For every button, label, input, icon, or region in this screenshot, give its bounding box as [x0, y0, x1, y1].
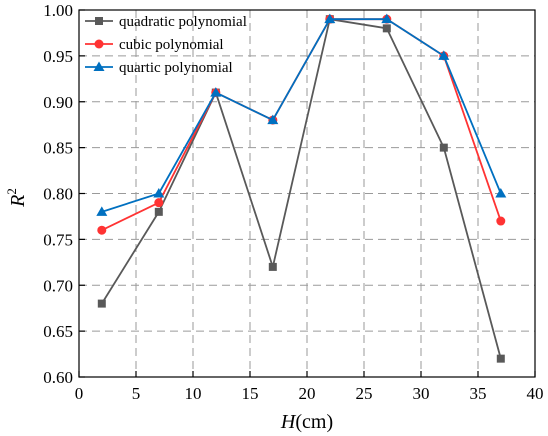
quartic-point: [324, 13, 336, 24]
quartic-point: [381, 13, 393, 24]
quadratic-point: [95, 17, 103, 25]
quartic-point: [96, 206, 108, 216]
y-axis-title-superscript: 2: [4, 188, 19, 195]
x-tick-label: 35: [470, 384, 487, 403]
quadratic-point: [97, 299, 106, 308]
legend: quadratic polynomial cubic polynomial quar…: [85, 14, 247, 76]
quartic-point: [267, 114, 279, 125]
y-axis-title: R2: [4, 188, 29, 208]
cubic-point: [496, 216, 506, 226]
legend-label-cubic: cubic polynomial: [119, 37, 224, 53]
x-tick-label: 0: [75, 384, 84, 403]
legend-item-quartic: quartic polynomial: [85, 60, 233, 76]
quadratic-point: [439, 143, 448, 152]
y-tick-label: 0.65: [43, 322, 73, 341]
legend-label-quadratic: quadratic polynomial: [119, 14, 247, 30]
quartic-point: [438, 50, 450, 60]
tick-marks: [78, 9, 536, 378]
quartic-series: [96, 13, 507, 216]
quadratic-series-line: [101, 18, 502, 359]
quadratic-point: [268, 262, 277, 271]
quartic-point: [93, 61, 105, 71]
x-tick-label: 25: [356, 384, 373, 403]
quartic-point: [210, 87, 222, 97]
x-tick-label: 10: [185, 384, 202, 403]
y-tick-label: 0.85: [43, 139, 73, 158]
tick-labels: 0 5 10 15 20 25 30 35 40 0.60 0.65 0.70 0.75 0.80 0.85…: [43, 1, 543, 403]
x-tick-label: 40: [527, 384, 544, 403]
y-tick-label: 0.70: [43, 276, 73, 295]
x-tick-label: 15: [242, 384, 259, 403]
y-tick-label: 0.75: [43, 230, 73, 249]
cubic-point: [94, 39, 104, 49]
y-axis-title-base: R: [7, 195, 29, 208]
cubic-point: [97, 225, 107, 235]
x-tick-label: 5: [132, 384, 141, 403]
x-tick-label: 30: [413, 384, 430, 403]
y-tick-label: 1.00: [43, 1, 73, 20]
x-axis-title-unit: (cm): [295, 411, 333, 433]
series-layer: [96, 13, 507, 363]
y-tick-label: 0.95: [43, 47, 73, 66]
cubic-point: [154, 198, 164, 208]
quartic-point: [495, 188, 507, 198]
y-tick-label: 0.60: [43, 368, 73, 387]
legend-label-quartic: quartic polynomial: [119, 60, 233, 76]
quartic-point: [153, 188, 165, 198]
x-axis-title-italic: H: [280, 411, 297, 433]
y-tick-label: 0.80: [43, 185, 73, 204]
quadratic-point: [382, 24, 391, 33]
quadratic-point: [154, 207, 163, 216]
quartic-series-line: [101, 18, 502, 213]
quadratic-point: [496, 354, 505, 363]
y-tick-label: 0.90: [43, 93, 73, 112]
legend-item-cubic: cubic polynomial: [85, 37, 224, 53]
legend-item-quadratic: quadratic polynomial: [85, 14, 247, 30]
x-tick-label: 20: [299, 384, 316, 403]
x-axis-title: H(cm): [280, 411, 333, 433]
